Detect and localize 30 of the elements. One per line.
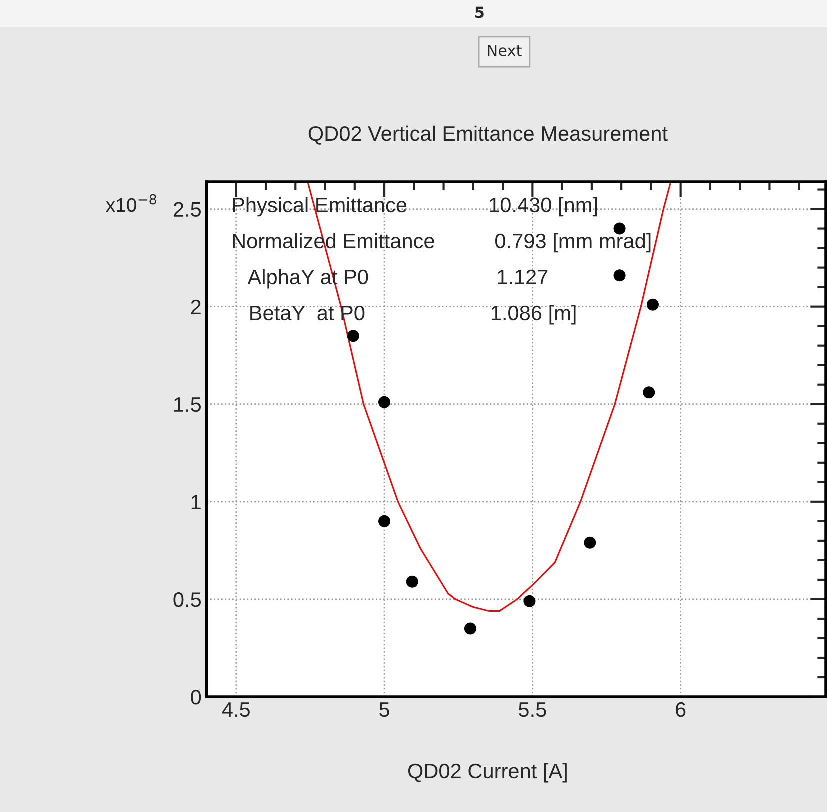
text: Next [488, 45, 522, 56]
point [643, 386, 656, 399]
y-tick-label: 0 [191, 690, 202, 705]
annotation: 1.127 [498, 270, 548, 284]
point [464, 622, 476, 635]
point [584, 536, 596, 549]
x-tick-label: 5 [380, 702, 390, 718]
x-axis-title: QD02 Current [A] [408, 763, 567, 783]
text: x10$^{−8}$ [106, 194, 157, 212]
point [406, 576, 418, 588]
annotation: 10.430 [nm] [490, 197, 598, 217]
x-tick-label: 6 [676, 702, 686, 718]
point [614, 270, 626, 282]
point [524, 595, 536, 608]
point [378, 396, 391, 408]
annotation: 0.793 [mm mrad] [496, 233, 651, 253]
y-tick-label: 1 [192, 495, 201, 510]
x-tick-label: 5.5 [519, 702, 546, 718]
point [378, 515, 391, 528]
y-tick-label: 1.5 [174, 398, 202, 412]
chart-title: QD02 Vertical Emittance Measurement [308, 126, 668, 145]
annotation: Physical Emittance [233, 197, 407, 217]
text: 5 [476, 6, 484, 18]
x-tick-label: 4.5 [222, 702, 250, 718]
point [347, 330, 360, 342]
y-tick-label: 0.5 [174, 592, 202, 608]
y-tick-label: 2.5 [174, 202, 202, 218]
y-tick-label: 2 [191, 300, 201, 314]
point [646, 298, 659, 311]
annotation: 1.086 [m] [492, 305, 576, 325]
